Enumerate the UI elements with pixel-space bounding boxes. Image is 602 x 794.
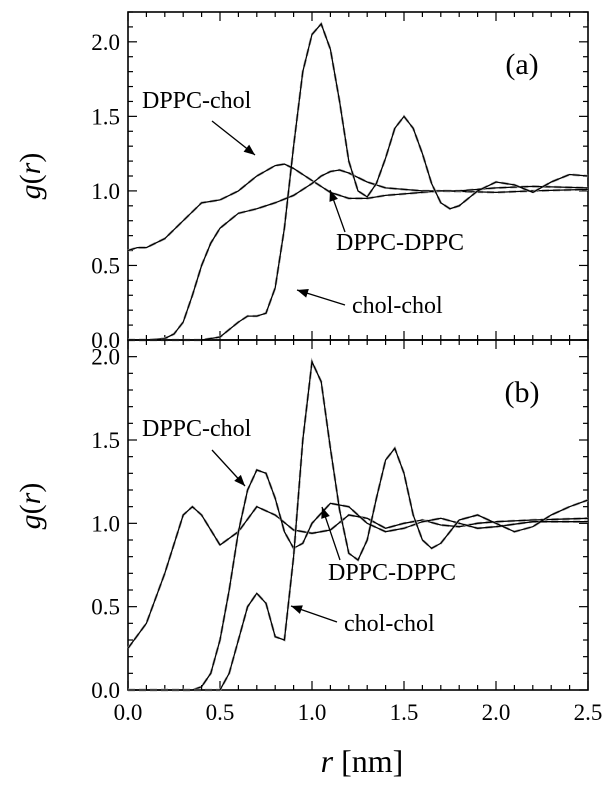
panel-label: (b) [505,376,540,409]
series-line-dppc-chol [127,163,589,252]
x-tick-label: 1.5 [390,700,419,725]
x-tick-label: 2.0 [482,700,511,725]
y-tick-label: 0.5 [91,253,120,278]
annotation-label: chol-chol [344,611,435,637]
plot-frame [127,339,589,691]
y-tick-label: 1.5 [91,428,120,453]
panel-b: 0.0 0.5 1.0 1.5 2.0 (b) DPPC-chol DPPC-DPPC chol… [91,339,602,725]
annotation-arrow-head [297,288,309,298]
x-tick-label: 0.5 [206,700,235,725]
x-tick-label: 1.0 [298,700,327,725]
y-axis-label-a: g(r) [14,153,47,200]
annotation-label: DPPC-chol [142,416,252,442]
y-tick-label: 0.0 [91,328,120,353]
svg-text:g(r): g(r) [14,483,47,530]
annotation-arrow-head [291,605,303,614]
panel-label: (a) [505,48,538,81]
annotation-arrow-head [243,144,255,155]
y-tick-label: 1.5 [91,104,120,129]
series-line-chol-chol-dashed [128,357,589,692]
y-tick-label: 1.0 [91,511,120,536]
y-tick-label: 2.0 [91,345,120,370]
annotation-arrow-head [234,474,245,486]
y-tick-label: 0.0 [91,678,120,703]
series-line-dppc-chol [127,505,589,649]
x-axis-label: r [nm] [321,743,404,779]
y-tick-label: 0.5 [91,595,120,620]
svg-text:g(r): g(r) [14,153,47,200]
x-tick-label: 0.0 [114,700,143,725]
annotation-label: DPPC-chol [142,88,252,114]
annotation-label: chol-chol [352,293,443,319]
y-axis-label-b: g(r) [14,483,47,530]
series-line-dppc-dppc [128,169,589,341]
x-tick-label: 2.5 [574,700,602,725]
panel-a: 0.0 0.5 1.0 1.5 2.0 (a) DPPC-chol DPPC-DPPC chol… [91,11,589,353]
series-line-chol-chol [128,22,589,341]
annotation-label: DPPC-DPPC [336,230,464,256]
series-line-chol-chol [128,359,589,691]
annotation-label: DPPC-DPPC [328,560,456,586]
y-tick-label: 2.0 [91,30,120,55]
annotation-arrow-head [321,507,330,519]
series-line-dppc-dppc [128,469,588,691]
y-tick-label: 1.0 [91,179,120,204]
annotation-arrow-head [329,190,338,202]
